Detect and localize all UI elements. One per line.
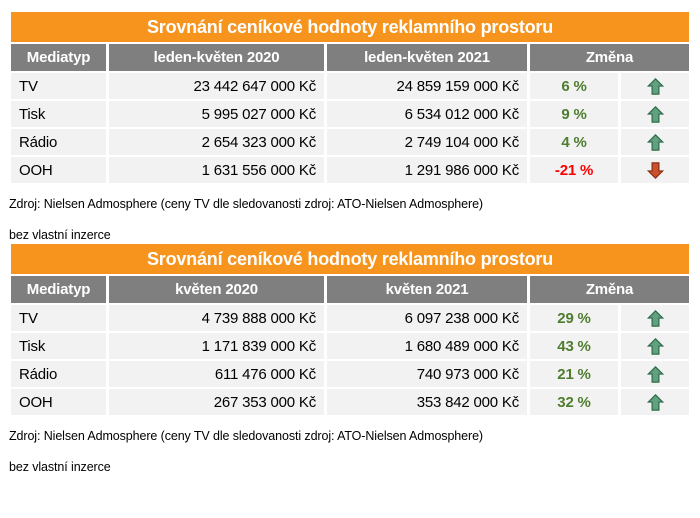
mediatype-label: OOH xyxy=(11,157,106,183)
mediatype-label: Tisk xyxy=(11,101,106,127)
value-period2: 353 842 000 Kč xyxy=(327,389,527,415)
change-percent: 43 % xyxy=(530,333,618,359)
change-percent: 6 % xyxy=(530,73,618,99)
mediatype-label: OOH xyxy=(11,389,106,415)
table-row: Rádio 611 476 000 Kč 740 973 000 Kč 21 % xyxy=(11,361,689,387)
value-period2: 1 291 986 000 Kč xyxy=(327,157,527,183)
column-header-period1: květen 2020 xyxy=(109,276,324,303)
source-note: Zdroj: Nielsen Admosphere (ceny TV dle s… xyxy=(9,197,483,211)
change-percent: 32 % xyxy=(530,389,618,415)
value-period1: 4 739 888 000 Kč xyxy=(109,305,324,331)
table-row: OOH 1 631 556 000 Kč 1 291 986 000 Kč -2… xyxy=(11,157,689,183)
table-row: TV 23 442 647 000 Kč 24 859 159 000 Kč 6… xyxy=(11,73,689,99)
value-period1: 1 631 556 000 Kč xyxy=(109,157,324,183)
value-period1: 1 171 839 000 Kč xyxy=(109,333,324,359)
value-period1: 5 995 027 000 Kč xyxy=(109,101,324,127)
value-period1: 267 353 000 Kč xyxy=(109,389,324,415)
column-header-mediatype: Mediatyp xyxy=(11,44,106,71)
mediatype-label: TV xyxy=(11,73,106,99)
change-percent: 29 % xyxy=(530,305,618,331)
table-title: Srovnání ceníkové hodnoty reklamního pro… xyxy=(11,244,689,274)
footnote: bez vlastní inzerce xyxy=(9,228,111,242)
mediatype-label: Rádio xyxy=(11,361,106,387)
table-row: TV 4 739 888 000 Kč 6 097 238 000 Kč 29 … xyxy=(11,305,689,331)
value-period1: 2 654 323 000 Kč xyxy=(109,129,324,155)
column-header-change: Změna xyxy=(530,44,689,71)
table-row: Rádio 2 654 323 000 Kč 2 749 104 000 Kč … xyxy=(11,129,689,155)
change-percent: 9 % xyxy=(530,101,618,127)
mediatype-label: Rádio xyxy=(11,129,106,155)
comparison-table-jan-may: Srovnání ceníkové hodnoty reklamního pro… xyxy=(8,10,692,185)
trend-arrow-icon xyxy=(621,129,689,155)
column-header-period2: květen 2021 xyxy=(327,276,527,303)
value-period2: 740 973 000 Kč xyxy=(327,361,527,387)
value-period2: 1 680 489 000 Kč xyxy=(327,333,527,359)
trend-arrow-icon xyxy=(621,73,689,99)
table-row: OOH 267 353 000 Kč 353 842 000 Kč 32 % xyxy=(11,389,689,415)
mediatype-label: Tisk xyxy=(11,333,106,359)
table-row: Tisk 1 171 839 000 Kč 1 680 489 000 Kč 4… xyxy=(11,333,689,359)
comparison-table-may: Srovnání ceníkové hodnoty reklamního pro… xyxy=(8,242,692,417)
trend-arrow-icon xyxy=(621,101,689,127)
value-period2: 2 749 104 000 Kč xyxy=(327,129,527,155)
trend-arrow-icon xyxy=(621,305,689,331)
trend-arrow-icon xyxy=(621,333,689,359)
value-period2: 6 097 238 000 Kč xyxy=(327,305,527,331)
table-row: Tisk 5 995 027 000 Kč 6 534 012 000 Kč 9… xyxy=(11,101,689,127)
column-header-change: Změna xyxy=(530,276,689,303)
value-period2: 24 859 159 000 Kč xyxy=(327,73,527,99)
value-period1: 23 442 647 000 Kč xyxy=(109,73,324,99)
change-percent: -21 % xyxy=(530,157,618,183)
trend-arrow-icon xyxy=(621,361,689,387)
column-header-period1: leden-květen 2020 xyxy=(109,44,324,71)
column-header-period2: leden-květen 2021 xyxy=(327,44,527,71)
value-period1: 611 476 000 Kč xyxy=(109,361,324,387)
value-period2: 6 534 012 000 Kč xyxy=(327,101,527,127)
source-note: Zdroj: Nielsen Admosphere (ceny TV dle s… xyxy=(9,429,483,443)
change-percent: 21 % xyxy=(530,361,618,387)
mediatype-label: TV xyxy=(11,305,106,331)
change-percent: 4 % xyxy=(530,129,618,155)
trend-arrow-icon xyxy=(621,389,689,415)
trend-arrow-icon xyxy=(621,157,689,183)
table-title: Srovnání ceníkové hodnoty reklamního pro… xyxy=(11,12,689,42)
column-header-mediatype: Mediatyp xyxy=(11,276,106,303)
footnote: bez vlastní inzerce xyxy=(9,460,111,474)
